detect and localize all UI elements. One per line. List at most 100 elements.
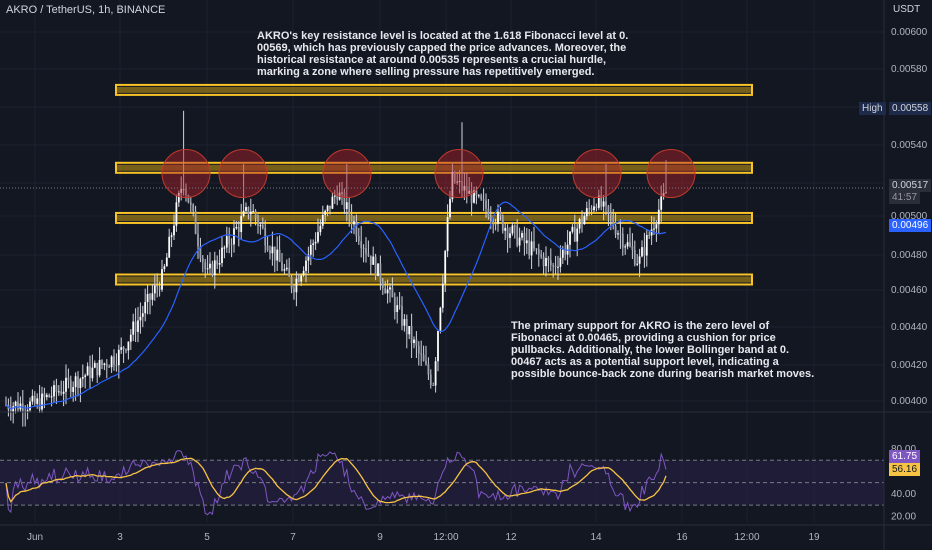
candle-body [48,394,51,398]
candle-body [242,210,245,217]
candle-body [211,263,214,276]
candle-body [62,391,65,394]
candle-body [398,305,401,307]
candle-body [559,257,562,267]
level-band [115,83,753,96]
level-band [115,211,753,224]
candle-body [41,393,43,410]
candle-body [545,258,547,267]
candle-body [504,227,507,231]
candle-body [254,211,257,218]
candle-body [554,265,557,267]
candle-body [321,214,324,226]
candle-body [33,395,36,404]
level-band-fill [117,86,751,93]
candle-body [391,287,394,298]
candle-body [67,377,70,381]
candle-body [69,380,72,392]
candle-body [499,211,502,216]
candle-body [662,193,665,197]
candle-body [218,262,221,265]
candle-body [509,233,511,238]
candle-body [470,190,473,203]
candle-body [401,306,403,326]
candle-body [252,211,255,213]
high-price-tag: 0.00558 [889,102,932,115]
candle-body [326,205,329,211]
candle-body [437,331,439,362]
candle-body [194,210,197,234]
candle-body [163,266,166,270]
candle-body [511,225,514,234]
candle-body [516,225,519,246]
currency-label[interactable]: USDT [893,4,921,15]
candle-body [283,269,286,271]
price-tick-label: 0.00600 [891,27,928,38]
candle-body [14,401,17,407]
candle-body [408,325,411,335]
candle-body [648,234,651,236]
level-band-fill [117,276,751,283]
candle-body [240,216,243,233]
candle-body [180,189,183,193]
peak-circle [161,149,211,198]
candle-body [446,217,449,252]
candle-body [386,289,389,294]
last-price-tag: 0.00517 [889,179,932,192]
candle-body [518,237,521,246]
candle-body [84,375,87,378]
candle-body [439,307,442,332]
candle-body [53,385,55,397]
symbol-title[interactable]: AKRO / TetherUS, 1h, BINANCE [6,4,166,16]
candle-body [492,218,495,224]
candle-body [293,288,295,293]
candle-body [29,401,31,411]
peak-circles[interactable] [161,149,696,198]
candle-body [533,241,535,249]
price-tick-label: 0.00400 [891,396,928,407]
candle-body [228,236,231,245]
candle-body [189,202,192,205]
price-tick-label: 0.00420 [891,360,928,371]
candle-body [614,225,617,235]
candle-body [619,233,622,235]
candle-body [57,391,60,393]
time-tick-label: 3 [117,532,123,543]
candle-body [410,325,413,344]
candle-body [357,236,360,242]
level-band-fill [117,164,751,171]
candle-body [281,261,283,271]
candle-body [393,297,396,313]
horizontal-levels[interactable] [115,83,753,286]
candle-body [290,276,293,289]
candle-body [103,363,106,365]
candle-body [300,275,303,282]
candle-body [537,249,540,255]
candle-body [473,190,475,203]
level-band-fill [117,214,751,221]
candle-body [506,227,509,238]
candle-body [9,409,12,413]
candle-body [602,201,605,207]
candle-body [65,377,67,392]
candle-body [494,223,497,225]
candle-body [655,224,658,229]
candle-body [261,225,264,229]
price-tick-label: 0.00480 [891,250,928,261]
candle-body [348,202,351,215]
candle-body [38,398,41,410]
candle-body [513,225,516,227]
candle-body [182,188,185,190]
candle-body [117,349,120,366]
candle-body [593,206,595,211]
candle-body [456,181,459,183]
candle-body [657,209,660,225]
candle-body [417,345,420,354]
candle-body [581,219,583,225]
rsi-value-tag: 61.75 [889,450,921,463]
candle-body [55,385,58,392]
candle-body [451,171,454,200]
candle-body [125,349,127,351]
candle-body [425,360,427,364]
